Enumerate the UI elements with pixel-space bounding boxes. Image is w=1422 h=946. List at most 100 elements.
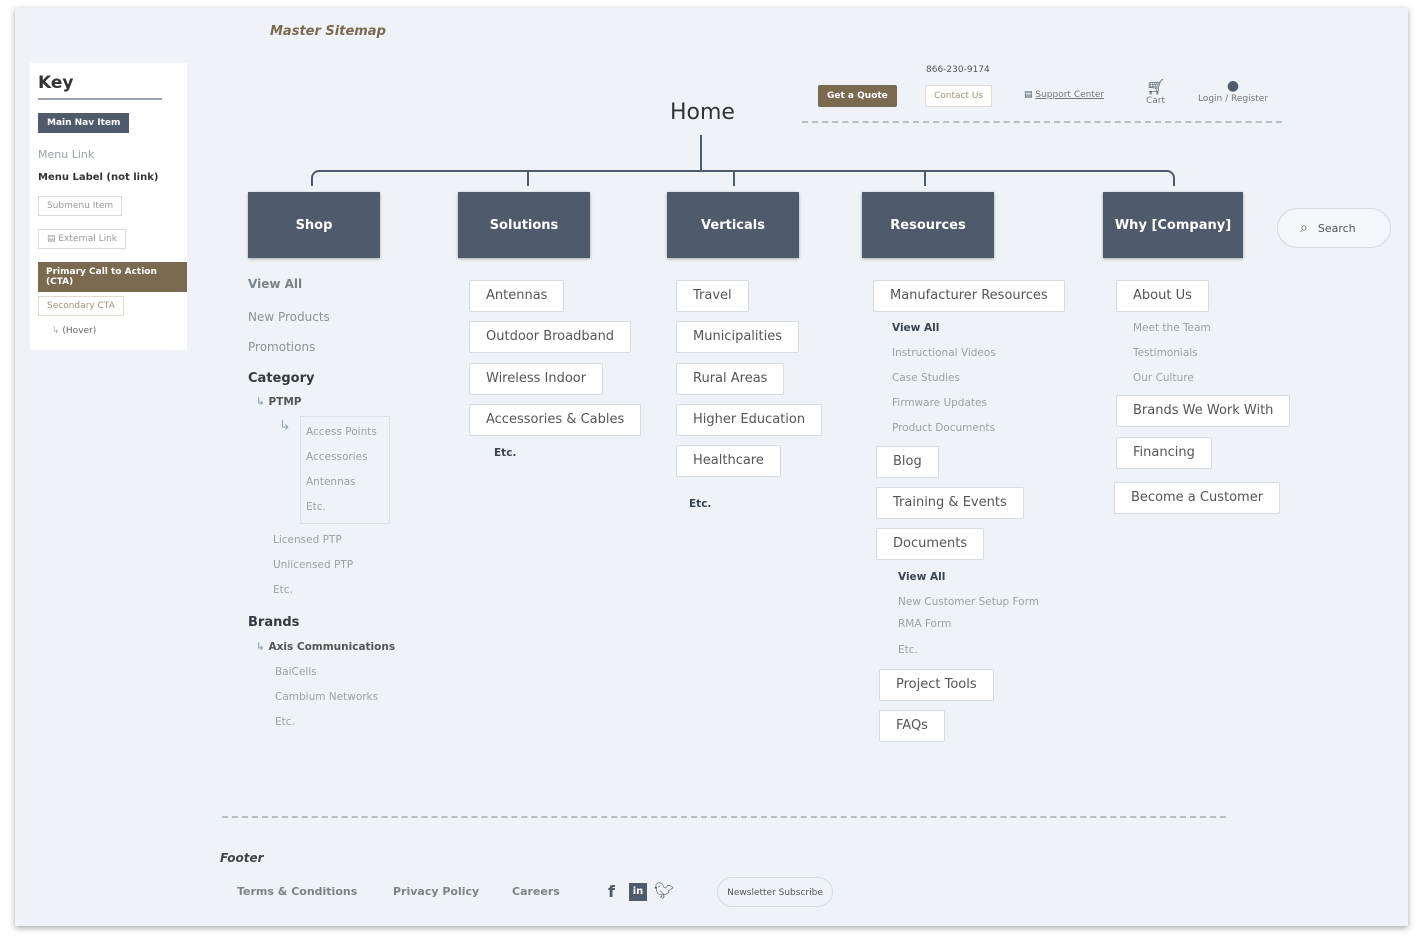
- ptmp-item[interactable]: Access Points: [306, 426, 377, 438]
- nav-verticals[interactable]: Verticals: [667, 192, 799, 258]
- documents-sub-item[interactable]: Etc.: [898, 644, 918, 656]
- search-icon: ⌕: [1300, 220, 1308, 236]
- header-divider: [802, 121, 1282, 123]
- shop-new-products[interactable]: New Products: [248, 310, 330, 324]
- resources-manufacturer[interactable]: Manufacturer Resources: [873, 280, 1065, 312]
- why-about[interactable]: About Us: [1116, 280, 1209, 312]
- footer-label: Footer: [220, 851, 264, 865]
- key-primary-cta: Primary Call to Action (CTA): [38, 262, 187, 292]
- cart-link[interactable]: 🛒︎ Cart: [1146, 78, 1165, 106]
- documents-sub-item[interactable]: RMA Form: [898, 618, 952, 630]
- login-link[interactable]: ● Login / Register: [1196, 78, 1270, 104]
- key-submenu: Submenu Item: [38, 196, 123, 216]
- nav-resources[interactable]: Resources: [862, 192, 994, 258]
- key-hover-label: (Hover): [62, 326, 97, 336]
- verticals-item[interactable]: Higher Education: [676, 404, 823, 436]
- ptmp-item[interactable]: Accessories: [306, 451, 368, 463]
- category-item[interactable]: Etc.: [273, 584, 293, 596]
- resources-documents[interactable]: Documents: [876, 528, 985, 560]
- login-label: Login / Register: [1197, 94, 1269, 104]
- facebook-icon[interactable]: f: [608, 882, 615, 901]
- newsletter-subscribe-button[interactable]: Newsletter Subscribe: [717, 877, 833, 907]
- resources-blog[interactable]: Blog: [876, 446, 939, 478]
- resources-sub-item[interactable]: Case Studies: [892, 372, 960, 384]
- solutions-item[interactable]: Accessories & Cables: [469, 404, 642, 436]
- nav-shop[interactable]: Shop: [248, 192, 380, 258]
- verticals-item[interactable]: Municipalities: [676, 321, 799, 353]
- brand-item[interactable]: Cambium Networks: [275, 691, 379, 703]
- linkedin-icon[interactable]: in: [629, 883, 647, 901]
- ptmp-submenu: [300, 416, 390, 524]
- ptmp-label: PTMP: [268, 396, 302, 408]
- shop-brands-label: Brands: [248, 615, 300, 630]
- external-link-icon: ▤: [47, 234, 59, 244]
- shop-view-all[interactable]: View All: [248, 277, 303, 291]
- verticals-item[interactable]: Healthcare: [676, 445, 781, 477]
- shop-promotions[interactable]: Promotions: [248, 340, 316, 354]
- connector: [733, 170, 735, 186]
- footer-link-terms[interactable]: Terms & Conditions: [237, 885, 358, 898]
- support-center-label: Support Center: [1035, 90, 1105, 100]
- shop-category-label: Category: [248, 371, 315, 386]
- get-quote-button[interactable]: Get a Quote: [818, 85, 897, 107]
- footer-link-privacy[interactable]: Privacy Policy: [393, 885, 480, 898]
- ptmp-item[interactable]: Etc.: [306, 501, 326, 513]
- home-node: Home: [670, 100, 735, 125]
- key-hover: ↳ (Hover): [52, 326, 96, 336]
- key-external: ▤ External Link: [38, 229, 127, 249]
- about-sub-item[interactable]: Meet the Team: [1133, 322, 1211, 334]
- divider: [38, 98, 162, 100]
- about-sub-item[interactable]: Our Culture: [1133, 372, 1194, 384]
- nav-solutions[interactable]: Solutions: [458, 192, 590, 258]
- documents-sub-item[interactable]: View All: [898, 571, 946, 583]
- key-main-nav: Main Nav Item: [38, 113, 130, 133]
- shop-ptmp[interactable]: ↳ PTMP: [256, 396, 301, 408]
- documents-sub-item[interactable]: New Customer Setup Form: [898, 596, 1039, 608]
- connector: [311, 170, 1175, 186]
- brand-item[interactable]: ↳ Axis Communications: [256, 641, 395, 653]
- footer-link-careers[interactable]: Careers: [512, 885, 560, 898]
- nav-why-company[interactable]: Why [Company]: [1103, 192, 1243, 258]
- category-item[interactable]: Unlicensed PTP: [273, 559, 354, 571]
- resources-training[interactable]: Training & Events: [876, 487, 1024, 519]
- resources-faqs[interactable]: FAQs: [879, 710, 945, 742]
- key-external-label: External Link: [58, 234, 118, 244]
- cart-icon: 🛒︎: [1146, 78, 1166, 96]
- key-menu-link: Menu Link: [38, 148, 95, 161]
- category-item[interactable]: Licensed PTP: [273, 534, 342, 546]
- brand-item[interactable]: Etc.: [275, 716, 295, 728]
- phone-number: 866-230-9174: [926, 65, 990, 75]
- key-panel: Key Main Nav Item Menu Link Menu Label (…: [30, 63, 187, 350]
- resources-sub-item[interactable]: View All: [892, 322, 940, 334]
- contact-us-button[interactable]: Contact Us: [925, 85, 993, 107]
- user-icon: ●: [1226, 78, 1240, 94]
- resources-sub-item[interactable]: Firmware Updates: [892, 397, 987, 409]
- arrow-icon: ↳: [52, 326, 63, 336]
- why-become-customer[interactable]: Become a Customer: [1114, 482, 1281, 514]
- verticals-item[interactable]: Travel: [676, 280, 749, 312]
- page-title: Master Sitemap: [270, 24, 386, 39]
- brand-item[interactable]: BaiCells: [275, 666, 317, 678]
- search-label: Search: [1317, 221, 1356, 235]
- solutions-item[interactable]: Wireless Indoor: [469, 363, 604, 395]
- solutions-item[interactable]: Outdoor Broadband: [469, 321, 632, 353]
- support-center-link[interactable]: ▤ Support Center: [1024, 90, 1104, 100]
- solutions-etc: Etc.: [494, 447, 517, 459]
- key-heading: Key: [38, 73, 74, 93]
- connector: [924, 170, 926, 186]
- resources-sub-item[interactable]: Product Documents: [892, 422, 996, 434]
- about-sub-item[interactable]: Testimonials: [1133, 347, 1198, 359]
- arrow-icon: ↳: [279, 418, 291, 434]
- twitter-icon[interactable]: 🐦︎: [654, 881, 675, 900]
- resources-sub-item[interactable]: Instructional Videos: [892, 347, 996, 359]
- why-brands[interactable]: Brands We Work With: [1116, 395, 1291, 427]
- verticals-item[interactable]: Rural Areas: [676, 363, 785, 395]
- key-menu-label: Menu Label (not link): [38, 172, 159, 183]
- why-financing[interactable]: Financing: [1116, 437, 1212, 469]
- search-button[interactable]: ⌕ Search: [1277, 208, 1391, 248]
- footer-divider: [222, 816, 1226, 818]
- ptmp-item[interactable]: Antennas: [306, 476, 356, 488]
- arrow-icon: ↳: [256, 396, 269, 408]
- resources-project-tools[interactable]: Project Tools: [879, 669, 994, 701]
- solutions-item[interactable]: Antennas: [469, 280, 565, 312]
